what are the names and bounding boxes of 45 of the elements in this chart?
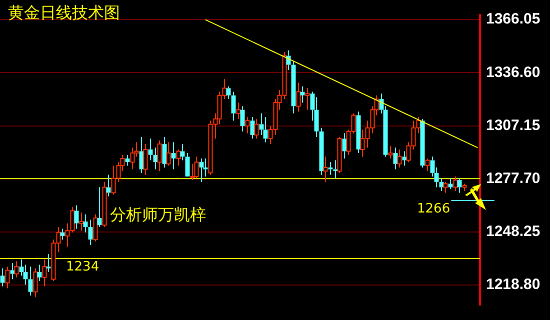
candlestick bbox=[291, 60, 296, 114]
candlestick bbox=[171, 142, 176, 170]
ref-line-label: 1234 bbox=[66, 259, 100, 274]
y-tick-label: 1307.15 bbox=[486, 116, 540, 134]
candlestick bbox=[10, 262, 15, 280]
y-tick-label: 1366.05 bbox=[486, 10, 540, 28]
candlestick bbox=[356, 111, 361, 154]
candlestick bbox=[250, 116, 255, 140]
candlestick bbox=[148, 138, 153, 161]
candlestick bbox=[300, 86, 305, 104]
candlestick bbox=[46, 253, 51, 273]
candlestick bbox=[0, 268, 5, 287]
candlestick bbox=[162, 136, 167, 168]
y-tick-label: 1336.60 bbox=[486, 64, 540, 81]
candlestick bbox=[393, 147, 398, 170]
candlestick bbox=[328, 162, 333, 176]
candlestick bbox=[37, 264, 42, 282]
candlestick bbox=[28, 266, 33, 296]
chart-title: 黄金日线技术图 bbox=[8, 3, 120, 24]
candlestick bbox=[106, 174, 111, 197]
candlestick bbox=[74, 204, 79, 230]
candlestick bbox=[125, 154, 130, 166]
candlestick bbox=[199, 158, 204, 182]
y-tick-label: 1277.70 bbox=[486, 170, 540, 187]
candlestick bbox=[263, 116, 268, 143]
candlestick bbox=[402, 150, 407, 166]
candlestick bbox=[240, 106, 245, 132]
candlestick bbox=[185, 152, 190, 176]
candlestick bbox=[226, 86, 231, 100]
candlestick bbox=[83, 214, 88, 233]
y-tick-label: 1218.80 bbox=[486, 276, 540, 294]
candlestick bbox=[97, 186, 102, 228]
ref-line-label: 1266 bbox=[417, 201, 450, 216]
candlestick bbox=[60, 228, 65, 240]
candlestick bbox=[448, 178, 453, 190]
y-tick-label: 1248.25 bbox=[486, 223, 540, 240]
candlestick bbox=[342, 132, 347, 159]
candlestick bbox=[420, 118, 425, 168]
annotation: 分析师万凯梓 bbox=[110, 205, 206, 226]
candlestick bbox=[231, 91, 236, 122]
candlestick bbox=[439, 178, 444, 192]
candlestick bbox=[88, 219, 93, 246]
candlestick bbox=[180, 144, 185, 161]
candlestick bbox=[457, 178, 462, 194]
candlestick bbox=[319, 127, 324, 176]
